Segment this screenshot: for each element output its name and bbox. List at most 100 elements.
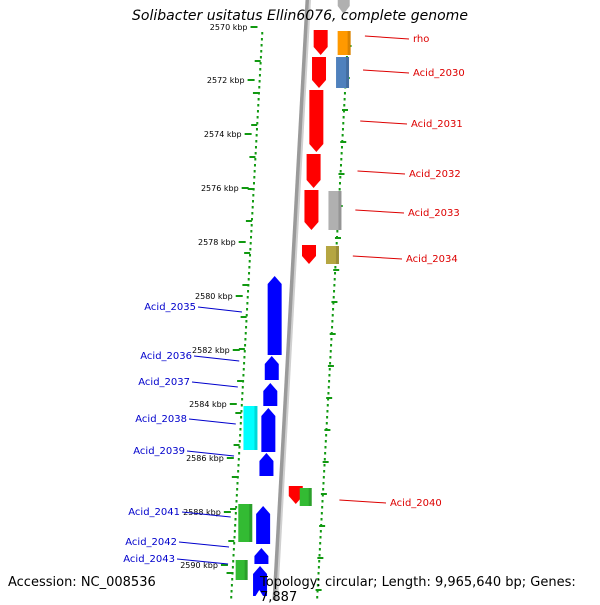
label-leader — [197, 306, 243, 313]
inner-ring-dash — [249, 156, 256, 158]
outer-ring-dash — [327, 365, 334, 367]
inner-ring-dot — [232, 560, 235, 563]
label-leader — [357, 170, 406, 175]
outer-ring-dot — [320, 512, 323, 515]
outer-ring-dot — [327, 386, 330, 389]
outer-ring-dot — [333, 284, 336, 287]
inner-ring-dash — [238, 348, 245, 350]
inner-ring-dot — [257, 98, 260, 101]
inner-ring-dot — [243, 350, 246, 353]
inner-ring-dot — [233, 542, 236, 545]
inner-ring-dot — [239, 434, 242, 437]
inner-ring-dot — [258, 80, 261, 83]
inner-ring-dot — [247, 290, 250, 293]
outer-ring-dot — [338, 188, 341, 191]
cog-box-acid-2038 — [243, 406, 258, 450]
inner-ring-dot — [240, 404, 243, 407]
inner-ring-dot — [251, 218, 254, 221]
cog-box-acid-2041 — [238, 504, 253, 542]
inner-ring-dash — [252, 92, 259, 94]
topology-text: Topology: circular; Length: 9,965,640 bp… — [260, 575, 576, 605]
inner-ring-dot — [254, 152, 257, 155]
outer-ring-dot — [324, 446, 327, 449]
outer-ring-dot — [328, 380, 331, 383]
outer-ring-dash — [319, 525, 326, 527]
gene-arrow-acid_2035 — [267, 276, 282, 355]
outer-ring-dot — [329, 356, 332, 359]
outer-ring-dot — [338, 182, 341, 185]
outer-ring-dot — [321, 494, 324, 497]
outer-ring-dot — [332, 302, 335, 305]
gene-arrow-acid_2036 — [264, 356, 279, 380]
inner-ring-dash — [251, 124, 258, 126]
outer-ring-dot — [319, 542, 322, 545]
gene-arrow-acid_2042 — [254, 548, 269, 564]
outer-ring-dash — [326, 397, 333, 399]
backbone-line — [272, 0, 311, 600]
inner-ring-dash — [244, 252, 251, 254]
label-leader — [363, 69, 410, 74]
label-leader — [193, 355, 240, 362]
label-leader — [360, 120, 408, 125]
kbp-tick-label: 2570 kbp — [210, 23, 248, 32]
cog-box-acid-2040 — [299, 488, 312, 506]
kbp-axis: 2570 kbp 2572 kbp 2574 kbp 2576 kbp 2578 kbp… — [180, 23, 258, 570]
backbone-highlight — [276, 0, 311, 600]
gene-label-acid_2039: Acid_2039 — [133, 446, 185, 457]
outer-ring-dot — [321, 506, 324, 509]
kbp-tick-label: 2580 kbp — [195, 292, 233, 301]
inner-ring-dot — [233, 536, 236, 539]
inner-ring-dot — [234, 524, 237, 527]
outer-ring-dot — [332, 296, 335, 299]
inner-ring-dot — [238, 452, 241, 455]
outer-ring-dot — [329, 362, 332, 365]
inner-ring-dot — [248, 272, 251, 275]
accession-text: Accession: NC_008536 — [8, 575, 156, 590]
outer-ring-dot — [322, 476, 325, 479]
inner-ring-dot — [241, 386, 244, 389]
label-leader — [191, 381, 238, 388]
gene-arrow-acid_2030 — [312, 57, 327, 88]
gene-label-acid_2038: Acid_2038 — [135, 414, 187, 425]
gene-label-acid_2032: Acid_2032 — [409, 169, 461, 180]
inner-ring-dot — [240, 416, 243, 419]
outer-ring-dash — [342, 109, 349, 111]
outer-ring-dot — [340, 152, 343, 155]
outer-ring-dot — [322, 482, 325, 485]
outer-ring-dot — [317, 578, 320, 581]
outer-ring-dot — [331, 326, 334, 329]
outer-ring-dot — [319, 536, 322, 539]
gene-label-acid_2041: Acid_2041 — [128, 507, 180, 518]
outer-ring-dot — [318, 548, 321, 551]
gene-label-acid_2040: Acid_2040 — [390, 498, 442, 509]
inner-ring-dot — [245, 320, 248, 323]
inner-ring-dot — [249, 248, 252, 251]
outer-ring-dot — [318, 554, 321, 557]
outer-ring-dash — [333, 269, 340, 271]
outer-ring-dot — [343, 104, 346, 107]
outer-ring-dot — [339, 170, 342, 173]
gene-arrow-acid_2031 — [309, 90, 324, 152]
outer-ring-dot — [330, 344, 333, 347]
cog-box-acid-2033 — [328, 191, 342, 230]
inner-ring-dash — [235, 412, 242, 414]
gene-arrow-acid_2037 — [263, 383, 278, 406]
inner-ring-dot — [256, 110, 259, 113]
inner-ring-dot — [242, 374, 245, 377]
inner-ring-dot — [232, 548, 235, 551]
gene-arrow-acid_2034 — [302, 245, 317, 264]
outer-ring-dot — [340, 146, 343, 149]
gene-arrow-partial — [337, 0, 350, 14]
outer-ring-dot — [334, 272, 337, 275]
inner-ring-dot — [254, 146, 257, 149]
gene-label-acid_2036: Acid_2036 — [140, 351, 192, 362]
inner-ring-dash — [231, 476, 238, 478]
inner-ring-dot — [252, 200, 254, 203]
inner-ring-dot — [234, 518, 237, 521]
outer-ring-dash — [334, 237, 341, 239]
inner-ring-dot — [235, 506, 238, 509]
outer-ring-dot — [334, 266, 337, 269]
outer-ring-dot — [343, 92, 346, 95]
kbp-tick-label: 2572 kbp — [207, 76, 245, 85]
